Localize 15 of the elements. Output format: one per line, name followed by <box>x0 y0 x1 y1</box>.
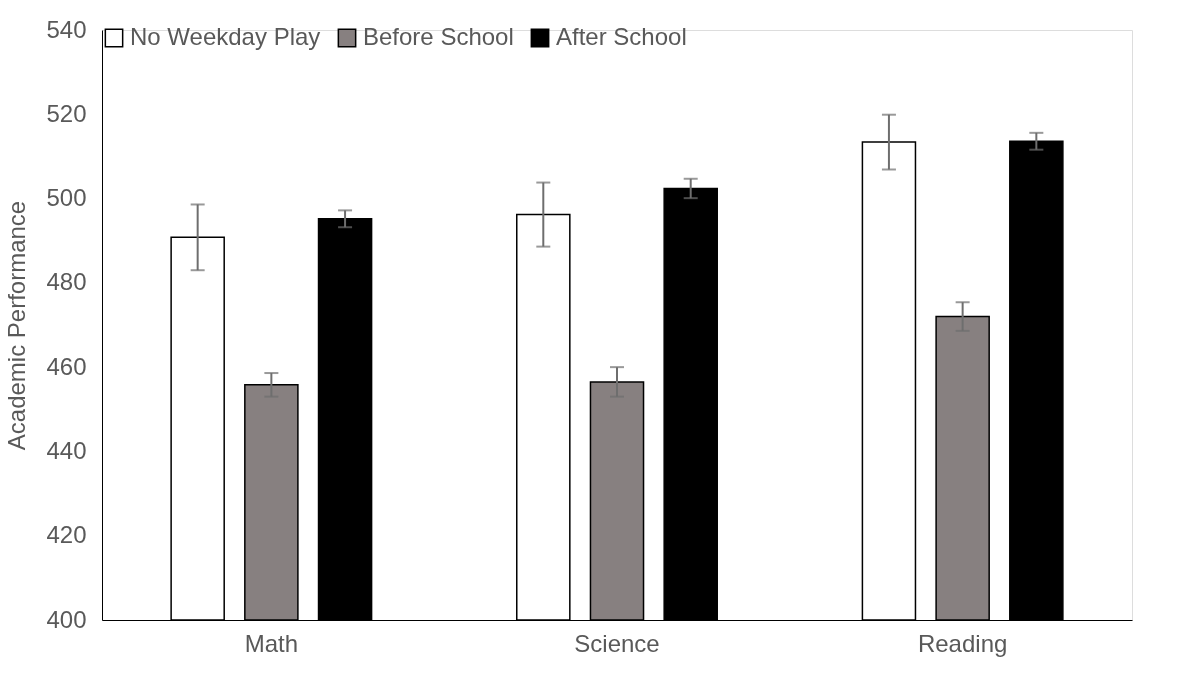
y-tick-label: 500 <box>46 184 87 212</box>
legend-label: Before School <box>363 23 514 50</box>
legend-label: After School <box>556 23 687 50</box>
y-axis-title: Academic Performance <box>3 200 31 451</box>
x-tick-label: Math <box>244 629 299 657</box>
legend-label: No Weekday Play <box>130 23 321 50</box>
y-tick-label: 440 <box>46 436 87 464</box>
y-tick-label: 520 <box>46 99 87 127</box>
x-tick-label: Science <box>574 629 660 657</box>
y-tick-label: 420 <box>46 521 87 549</box>
y-tick-label: 460 <box>46 352 87 380</box>
y-tick-label: 480 <box>46 268 87 296</box>
x-tick-label: Reading <box>917 629 1008 657</box>
y-tick-label: 540 <box>46 15 87 43</box>
y-tick-label: 400 <box>46 605 87 633</box>
